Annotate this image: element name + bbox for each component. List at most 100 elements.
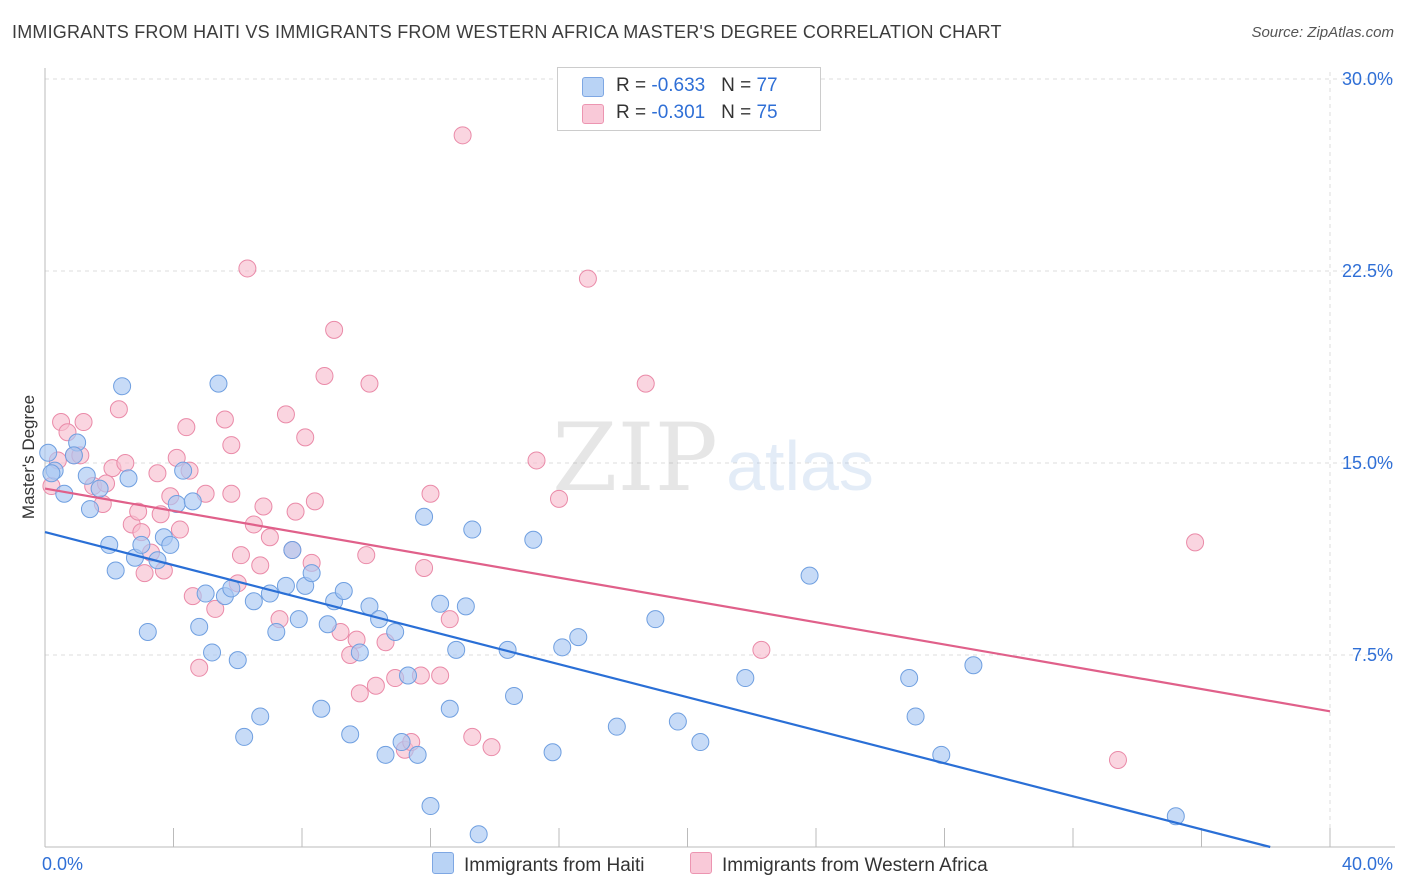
haiti-point: [161, 535, 180, 554]
haiti-point: [267, 622, 286, 641]
watermark-atlas: atlas: [726, 427, 874, 505]
haiti-point: [90, 479, 109, 498]
western-africa-point: [578, 269, 597, 288]
bottom-legend-haiti: Immigrants from Haiti: [432, 852, 645, 877]
haiti-point: [106, 561, 125, 580]
haiti-point: [691, 733, 710, 752]
haiti-point: [421, 797, 440, 816]
western-africa-point: [325, 320, 344, 339]
haiti-point: [415, 507, 434, 526]
haiti-point: [341, 725, 360, 744]
legend-swatch-pink: [582, 104, 604, 124]
western-africa-point: [463, 727, 482, 746]
western-africa-point: [421, 484, 440, 503]
western-africa-point: [129, 502, 148, 521]
bottom-legend-wafrica-label: Immigrants from Western Africa: [722, 855, 988, 876]
haiti-trend-line: [44, 531, 1271, 849]
western-africa-point: [1108, 750, 1127, 769]
haiti-point: [800, 566, 819, 585]
haiti-point: [209, 374, 228, 393]
watermark: ZIP atlas: [552, 404, 874, 513]
haiti-point: [228, 651, 247, 670]
series-haiti: [39, 374, 1185, 844]
legend-n-label: N =: [721, 75, 757, 96]
haiti-point: [289, 610, 308, 629]
western-africa-trend-line: [44, 487, 1331, 713]
haiti-point: [312, 699, 331, 718]
haiti-point: [132, 535, 151, 554]
western-africa-point: [254, 497, 273, 516]
bottom-legend-western-africa: Immigrants from Western Africa: [690, 852, 988, 877]
haiti-point: [463, 520, 482, 539]
haiti-point: [350, 643, 369, 662]
y-axis-label: Master's Degree: [19, 395, 38, 519]
y-tick-label: 7.5%: [1352, 645, 1393, 665]
axes: [44, 68, 1395, 848]
western-africa-point: [527, 451, 546, 470]
bottom-legend-swatch-pink: [690, 852, 712, 874]
haiti-point: [138, 622, 157, 641]
haiti-point: [505, 686, 524, 705]
western-africa-point: [1186, 533, 1205, 552]
haiti-point: [203, 643, 222, 662]
western-africa-point: [752, 640, 771, 659]
western-africa-point: [177, 418, 196, 437]
haiti-point: [80, 500, 99, 519]
western-africa-point: [440, 610, 459, 629]
haiti-point: [64, 446, 83, 465]
western-africa-point: [296, 428, 315, 447]
haiti-point: [251, 707, 270, 726]
legend-r-value: -0.633: [651, 75, 706, 96]
haiti-point: [77, 466, 96, 485]
western-africa-point: [215, 410, 234, 429]
haiti-point: [244, 592, 263, 611]
western-africa-point: [135, 564, 154, 583]
haiti-point: [183, 492, 202, 511]
legend-r-value: -0.301: [651, 102, 706, 123]
haiti-point: [334, 582, 353, 600]
western-africa-point: [482, 738, 501, 757]
haiti-point: [736, 669, 755, 688]
legend-r-label: R =: [616, 102, 652, 123]
haiti-point: [392, 733, 411, 752]
western-africa-point: [74, 413, 93, 432]
haiti-point: [440, 699, 459, 718]
bottom-legend-swatch-blue: [432, 852, 454, 874]
legend-n-label: N =: [721, 102, 757, 123]
western-africa-point: [550, 489, 568, 508]
tick-labels: 7.5% 15.0% 22.5% 30.0% 0.0% 40.0%: [42, 69, 1393, 874]
western-africa-point: [190, 658, 209, 677]
legend-n-value: 77: [756, 75, 778, 96]
haiti-point: [906, 707, 925, 726]
haiti-point: [900, 669, 919, 688]
western-africa-point: [206, 599, 225, 618]
haiti-point: [302, 564, 321, 583]
haiti-point: [668, 712, 687, 731]
haiti-point: [399, 666, 418, 685]
haiti-point: [190, 617, 209, 636]
watermark-zip: ZIP: [552, 404, 718, 513]
haiti-point: [524, 530, 543, 549]
western-africa-point: [431, 666, 450, 685]
haiti-point: [456, 597, 475, 616]
haiti-point: [119, 469, 138, 488]
haiti-point: [174, 461, 193, 480]
western-africa-point: [357, 546, 376, 565]
source-credit: Source: ZipAtlas.com: [1251, 24, 1394, 41]
haiti-point: [283, 541, 302, 560]
haiti-point: [42, 464, 61, 483]
legend-swatch-blue: [582, 77, 604, 97]
haiti-point: [113, 377, 132, 396]
series-western-africa: [42, 126, 1205, 769]
haiti-point: [196, 584, 215, 603]
haiti-point: [376, 745, 395, 764]
western-africa-point: [222, 436, 241, 455]
haiti-point: [318, 615, 337, 634]
haiti-point: [964, 656, 983, 675]
western-africa-point: [360, 374, 379, 393]
legend-r-label: R =: [616, 75, 652, 96]
haiti-point: [447, 640, 466, 659]
y-tick-label: 22.5%: [1342, 261, 1393, 281]
haiti-point: [569, 628, 588, 647]
